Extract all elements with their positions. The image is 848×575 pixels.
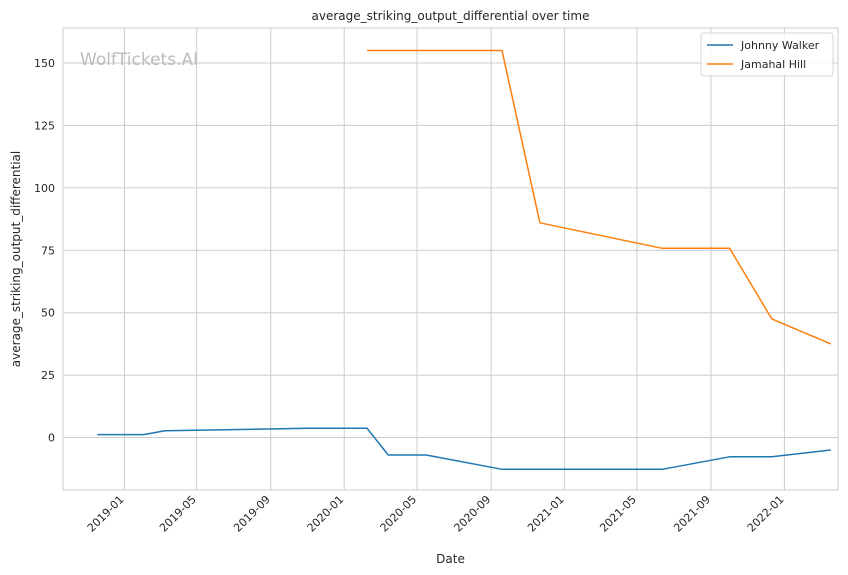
y-tick-label: 125 [34,119,55,132]
y-tick-label: 0 [48,432,55,445]
series-line-johnny-walker [97,427,831,471]
legend: Johnny Walker Jamahal Hill [700,32,834,77]
y-tick-label: 50 [41,307,55,320]
y-axis-ticks: 0 25 50 75 100 125 150 [34,57,55,445]
series-line-jamahal-hill [367,49,832,345]
y-tick-label: 100 [34,182,55,195]
legend-frame [700,32,834,77]
series-layer [97,49,832,471]
y-tick-label: 25 [41,369,55,382]
x-axis-label: Date [436,552,465,566]
grid [63,28,838,490]
y-tick-label: 150 [34,57,55,70]
legend-label-johnny-walker: Johnny Walker [740,39,820,52]
chart-title: average_striking_output_differential ove… [312,9,590,23]
y-axis-label: average_striking_output_differential [9,151,23,367]
plot-area [62,27,839,491]
watermark: WolfTickets.AI [80,50,198,70]
legend-label-jamahal-hill: Jamahal Hill [740,58,806,71]
y-tick-label: 75 [41,244,55,257]
